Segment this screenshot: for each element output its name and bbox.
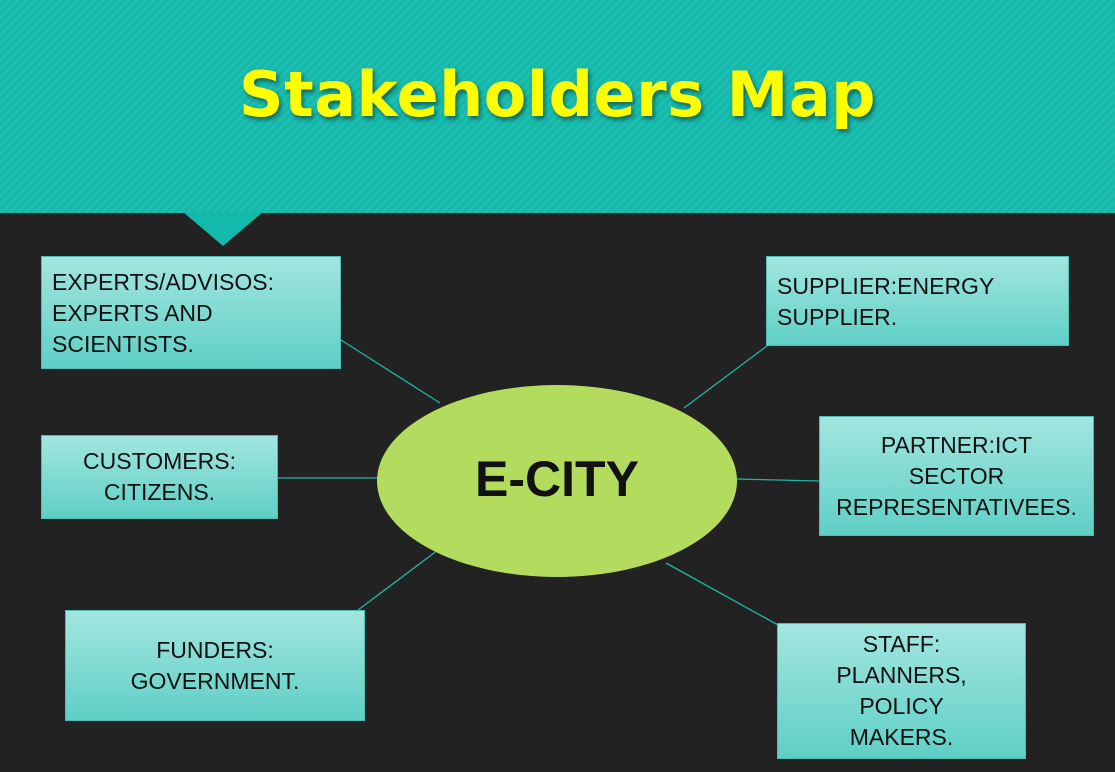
node-experts-text: EXPERTS/ADVISOS: EXPERTS AND SCIENTISTS. [52, 269, 274, 357]
node-staff[interactable]: STAFF: PLANNERS, POLICY MAKERS. [777, 623, 1026, 759]
node-staff-text: STAFF: PLANNERS, POLICY MAKERS. [836, 631, 967, 750]
node-customers-text: CUSTOMERS: CITIZENS. [83, 448, 236, 505]
node-partner[interactable]: PARTNER:ICT SECTOR REPRESENTATIVEES. [819, 416, 1094, 536]
banner-pointer [183, 212, 263, 246]
connector-staff [665, 562, 779, 626]
node-experts-advisors[interactable]: EXPERTS/ADVISOS: EXPERTS AND SCIENTISTS. [41, 256, 341, 369]
slide-title: Stakeholders Map [238, 58, 877, 131]
node-partner-text: PARTNER:ICT SECTOR REPRESENTATIVEES. [836, 431, 1077, 520]
title-banner [0, 0, 1115, 213]
connector-funders [357, 549, 439, 611]
connector-supplier [683, 345, 768, 409]
connector-partner [736, 478, 820, 482]
node-funders[interactable]: FUNDERS: GOVERNMENT. [65, 610, 365, 721]
node-supplier[interactable]: SUPPLIER:ENERGY SUPPLIER. [766, 256, 1069, 346]
node-funders-text: FUNDERS: GOVERNMENT. [130, 636, 300, 694]
node-customers[interactable]: CUSTOMERS: CITIZENS. [41, 435, 278, 519]
connector-experts [340, 339, 441, 404]
hub-ellipse[interactable]: E-CITY [377, 385, 737, 577]
node-supplier-text: SUPPLIER:ENERGY SUPPLIER. [777, 273, 995, 330]
hub-label: E-CITY [475, 451, 639, 507]
